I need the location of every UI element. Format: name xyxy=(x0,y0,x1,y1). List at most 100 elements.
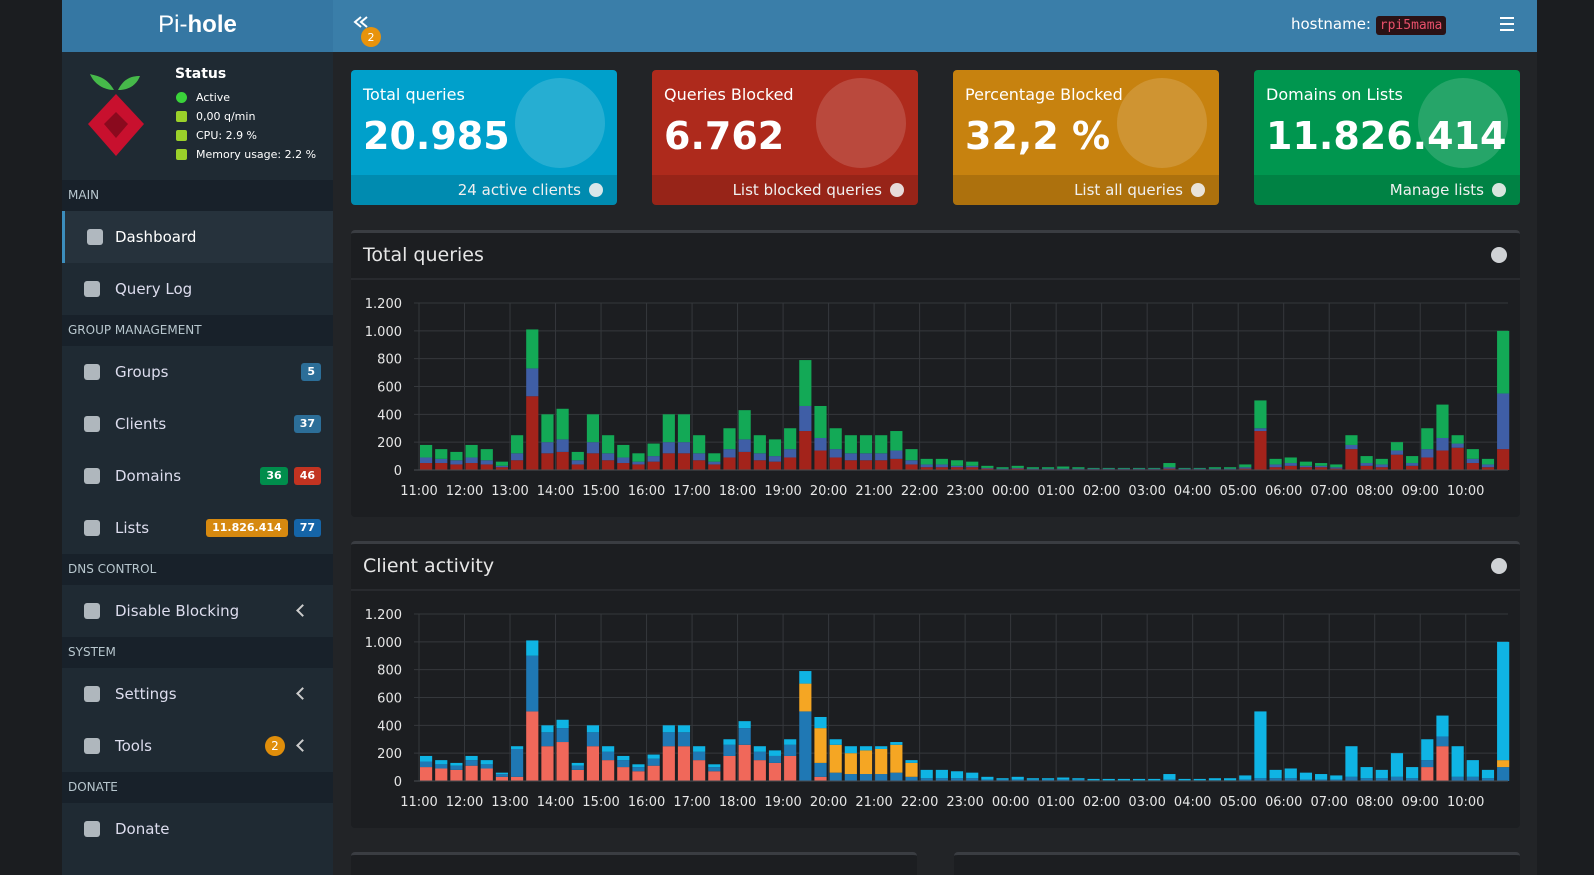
x-tick-label: 12:00 xyxy=(446,484,483,499)
x-tick-label: 19:00 xyxy=(764,795,801,810)
menu-badge: 77 xyxy=(293,519,321,537)
bar-segment xyxy=(875,435,888,454)
chevron xyxy=(296,687,309,700)
menu-item[interactable]: Query Log xyxy=(62,263,333,315)
menu-item[interactable]: Domains 46 36 xyxy=(62,450,333,502)
bar-segment xyxy=(1451,746,1464,777)
bar-segment xyxy=(1163,779,1176,781)
x-tick-label: 15:00 xyxy=(582,795,619,810)
bar-segment xyxy=(480,764,493,769)
status-text: CPU: 2.9 % xyxy=(196,129,258,142)
bar-segment xyxy=(1436,746,1449,781)
bar-segment xyxy=(450,762,463,766)
status-row: Memory usage: 2.2 % xyxy=(175,145,316,164)
bar-segment xyxy=(1497,760,1510,768)
bar-segment xyxy=(875,774,888,781)
x-tick-label: 21:00 xyxy=(855,484,892,499)
bar-segment xyxy=(1224,778,1237,781)
bar-segment xyxy=(905,460,918,465)
bar-segment xyxy=(723,755,736,781)
menu-icon xyxy=(84,416,100,432)
menu-button[interactable] xyxy=(1499,16,1515,32)
bar-segment xyxy=(1406,767,1419,779)
bar-segment xyxy=(905,776,918,781)
bar-segment xyxy=(950,465,964,468)
x-tick-label: 23:00 xyxy=(946,484,983,499)
bar-segment xyxy=(753,751,766,761)
bar-segment xyxy=(1315,774,1328,780)
bar-segment xyxy=(1390,450,1404,455)
bar-segment xyxy=(693,460,706,470)
bar-segment xyxy=(1299,779,1313,781)
menu-item[interactable]: Dashboard xyxy=(62,211,333,263)
bar-segment xyxy=(1466,449,1479,459)
menu-item[interactable]: Settings xyxy=(62,668,333,720)
bar-segment xyxy=(829,428,842,450)
bar-segment xyxy=(1375,778,1388,781)
brand[interactable]: Pi-hole xyxy=(62,0,333,52)
bar-segment xyxy=(511,453,524,461)
bar-segment xyxy=(1345,746,1358,777)
bar-segment xyxy=(602,453,615,461)
bar-segment xyxy=(1208,467,1222,469)
bar-segment xyxy=(1330,775,1343,780)
bar-segment xyxy=(1466,760,1479,777)
bar-segment xyxy=(920,769,933,779)
menu-item[interactable]: Groups 5 xyxy=(62,346,333,398)
bar-segment xyxy=(1481,458,1495,465)
bar-segment xyxy=(1375,769,1388,779)
bar-segment xyxy=(844,753,857,775)
stat-footer[interactable]: List blocked queries xyxy=(652,175,918,205)
hostname-label: hostname: xyxy=(1291,15,1371,33)
menu-item[interactable]: Disable Blocking xyxy=(62,585,333,637)
menu-item[interactable]: Lists 77 11.826.414 xyxy=(62,502,333,554)
x-tick-label: 18:00 xyxy=(719,795,756,810)
bar-segment xyxy=(465,760,478,766)
next-box xyxy=(351,852,917,875)
bar-segment xyxy=(784,739,797,745)
bar-segment xyxy=(1360,767,1373,779)
bar-segment xyxy=(753,746,766,752)
menu-item[interactable]: Donate xyxy=(62,803,333,855)
bar-segment xyxy=(996,468,1009,470)
status-icon xyxy=(176,149,187,160)
bar-segment xyxy=(677,732,691,747)
stat-link-arrow xyxy=(890,183,904,197)
bar-segment xyxy=(1102,467,1115,469)
status-row: 0,00 q/min xyxy=(175,107,316,126)
bar-segment xyxy=(1497,767,1510,781)
bar-segment xyxy=(526,640,539,656)
bar-segment xyxy=(1421,428,1434,450)
bar-segment xyxy=(708,464,721,470)
bar-segment xyxy=(1436,437,1449,451)
stat-box: Total queries 20.985 24 active clients xyxy=(351,70,617,205)
menu-item[interactable]: Tools 2 xyxy=(62,720,333,772)
bar-segment xyxy=(602,460,615,470)
stat-footer[interactable]: List all queries xyxy=(953,175,1219,205)
bar-segment xyxy=(1284,465,1297,470)
bar-segment xyxy=(1072,778,1085,780)
x-tick-label: 07:00 xyxy=(1310,484,1347,499)
bar-segment xyxy=(844,453,857,461)
x-tick-label: 14:00 xyxy=(537,484,574,499)
stat-icon xyxy=(515,78,605,168)
stat-icon xyxy=(1117,78,1207,168)
bar-segment xyxy=(586,442,600,454)
stat-link: List all queries xyxy=(1074,181,1183,199)
collapse-button[interactable]: 2 xyxy=(351,12,391,52)
stat-footer[interactable]: Manage lists xyxy=(1254,175,1520,205)
bar-segment xyxy=(556,719,569,729)
bar-segment xyxy=(1406,456,1419,464)
bar-segment xyxy=(1315,463,1328,466)
menu-icon xyxy=(84,603,100,619)
menu-item[interactable]: Clients 37 xyxy=(62,398,333,450)
bar-segment xyxy=(1178,467,1191,469)
bar-segment xyxy=(1375,458,1388,465)
bar-segment xyxy=(1254,400,1267,429)
stat-box: Domains on Lists 11.826.414 Manage lists xyxy=(1254,70,1520,205)
bar-segment xyxy=(1481,769,1495,779)
stat-footer[interactable]: 24 active clients xyxy=(351,175,617,205)
menu-icon xyxy=(84,520,100,536)
bar-segment xyxy=(693,751,706,761)
bar-segment xyxy=(1360,456,1373,464)
